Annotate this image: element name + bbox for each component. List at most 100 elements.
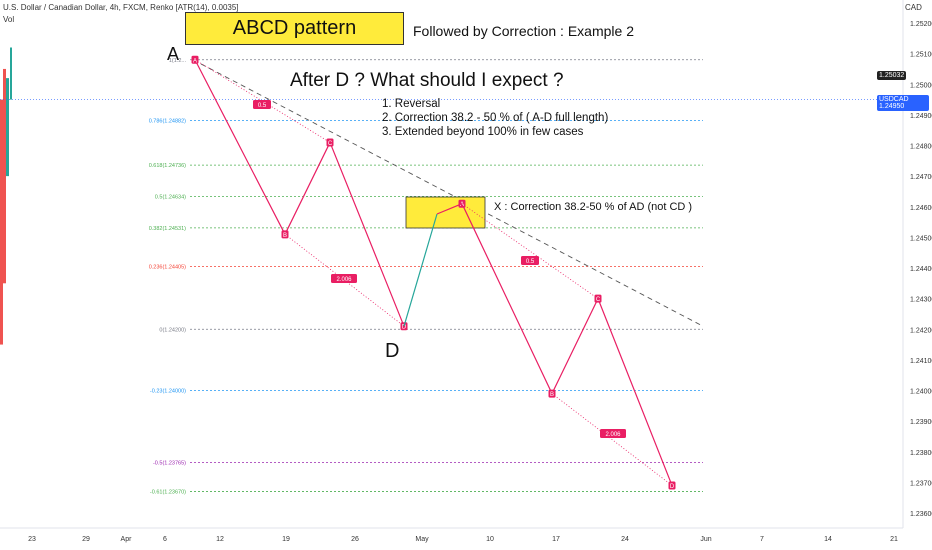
abcd-patterns: A B C D 0.5 2.006 A B C D 0.5 2.006 — [191, 55, 676, 490]
point-marker — [668, 481, 676, 490]
correction-note: X : Correction 38.2-50 % of AD (not CD ) — [494, 201, 693, 213]
list-item: 1. Reversal — [382, 98, 441, 110]
title-box: ABCD pattern — [185, 12, 404, 45]
expectation-list: 1. Reversal 2. Correction 38.2 - 50 % of… — [382, 97, 608, 139]
x-tick-label: 23 — [28, 536, 36, 543]
pattern-leg — [597, 298, 673, 486]
last-price-tag: 1.25032 — [877, 71, 907, 80]
label-a: A — [167, 44, 180, 64]
fib-label: -0.23(1.24000) — [150, 389, 186, 395]
pattern-leg — [461, 203, 553, 394]
point-marker — [548, 389, 556, 398]
ratio-pill — [600, 429, 626, 438]
x-tick-label: 21 — [890, 536, 898, 543]
trend-line — [192, 59, 704, 327]
y-tick-label: 1.25200 — [910, 21, 932, 28]
reversal-leg — [436, 203, 463, 215]
renko-bar — [6, 78, 9, 177]
fib-label: 0.618(1.24736) — [149, 163, 186, 169]
trendline — [192, 59, 704, 327]
list-item: 2. Correction 38.2 - 50 % of ( A-D full … — [382, 112, 609, 124]
x-tick-label: 26 — [351, 536, 359, 543]
fib-label: -0.61(1.23670) — [150, 490, 186, 496]
fib-label: 0.236(1.24405) — [149, 264, 186, 270]
pattern-leg — [551, 298, 599, 394]
symbol-tag-name: USDCAD — [879, 96, 909, 103]
pattern-leg — [284, 142, 331, 235]
x-tick-label: Apr — [121, 536, 133, 543]
ratio-pill — [331, 274, 357, 283]
pattern-leg — [194, 59, 286, 235]
fib-label: -0.5(1.23765) — [153, 460, 186, 466]
y-tick-label: 1.24500 — [910, 235, 932, 242]
point-label: A — [460, 202, 464, 208]
y-tick-label: 1.25000 — [910, 82, 932, 89]
symbol-price-tag: USDCAD 1.24950 — [877, 95, 929, 111]
fib-label: 1(1.2... — [169, 58, 187, 64]
y-tick-label: 1.25100 — [910, 52, 932, 59]
x-tick-label: 12 — [216, 536, 224, 543]
y-tick-label: 1.24000 — [910, 389, 932, 396]
reversal-leg — [403, 213, 438, 327]
ratio-label: 2.006 — [336, 277, 352, 283]
renko-bar — [10, 47, 12, 100]
point-label: B — [550, 392, 554, 398]
y-tick-label: 1.23600 — [910, 511, 932, 518]
pattern-leg — [329, 142, 405, 327]
point-marker — [326, 138, 334, 147]
ratio-pill — [521, 256, 539, 265]
renko-bar — [0, 99, 3, 345]
point-label: D — [402, 325, 407, 331]
point-marker — [191, 55, 199, 64]
y-tick-label: 1.24400 — [910, 266, 932, 273]
list-item: 3. Extended beyond 100% in few cases — [382, 126, 584, 138]
price-axis[interactable]: 1.25200 1.25100 1.25000 1.24900 1.24800 1.247… — [902, 0, 932, 528]
x-tick-label: 29 — [82, 536, 90, 543]
ratio-label: 2.006 — [605, 432, 621, 438]
vol-label: Vol — [3, 15, 15, 24]
y-tick-label: 1.23900 — [910, 419, 932, 426]
x-tick-label: 6 — [163, 536, 167, 543]
x-tick-label: Jun — [700, 536, 711, 543]
ratio-label: 0.5 — [526, 259, 535, 265]
renko-bars — [0, 47, 903, 345]
x-tick-label: 7 — [760, 536, 764, 543]
point-label: C — [596, 297, 601, 303]
currency-label: CAD — [905, 3, 922, 12]
symbol-tag-price: 1.24950 — [879, 103, 905, 110]
y-tick-label: 1.24200 — [910, 327, 932, 334]
point-label: D — [670, 484, 675, 490]
symbol-line: U.S. Dollar / Canadian Dollar, 4h, FXCM,… — [3, 3, 239, 12]
correction-zone — [405, 196, 486, 229]
y-tick-label: 1.24900 — [910, 113, 932, 120]
y-tick-label: 1.24800 — [910, 144, 932, 151]
point-marker — [281, 230, 289, 239]
x-tick-label: May — [415, 536, 429, 543]
fib-label: 0.786(1.24882) — [149, 118, 186, 124]
subtitle: Followed by Correction : Example 2 — [413, 23, 634, 39]
x-tick-label: 24 — [621, 536, 629, 543]
ratio-line-ac — [461, 203, 599, 299]
point-label: B — [283, 233, 287, 239]
x-tick-label: 10 — [486, 536, 494, 543]
fib-label: 0.5(1.24634) — [155, 194, 186, 200]
x-tick-label: 17 — [552, 536, 560, 543]
point-label: A — [193, 58, 197, 64]
ratio-label: 0.5 — [258, 103, 267, 109]
fib-label: 0.382(1.24531) — [149, 226, 186, 232]
y-tick-label: 1.24600 — [910, 205, 932, 212]
label-d: D — [385, 340, 400, 362]
question-text: After D ? What should I expect ? — [290, 70, 564, 91]
y-tick-label: 1.23700 — [910, 480, 932, 487]
renko-bar — [3, 68, 6, 284]
y-tick-label: 1.24100 — [910, 358, 932, 365]
fib-label: 0(1.24200) — [159, 327, 186, 333]
y-tick-label: 1.24300 — [910, 297, 932, 304]
ratio-line-bd — [551, 393, 673, 486]
time-axis[interactable]: 23 29 Apr 6 12 19 26 May 10 17 24 Jun 7 14 21 — [0, 527, 903, 543]
point-label: C — [328, 141, 333, 147]
x-tick-label: 14 — [824, 536, 832, 543]
x-tick-label: 19 — [282, 536, 290, 543]
point-marker — [594, 294, 602, 303]
